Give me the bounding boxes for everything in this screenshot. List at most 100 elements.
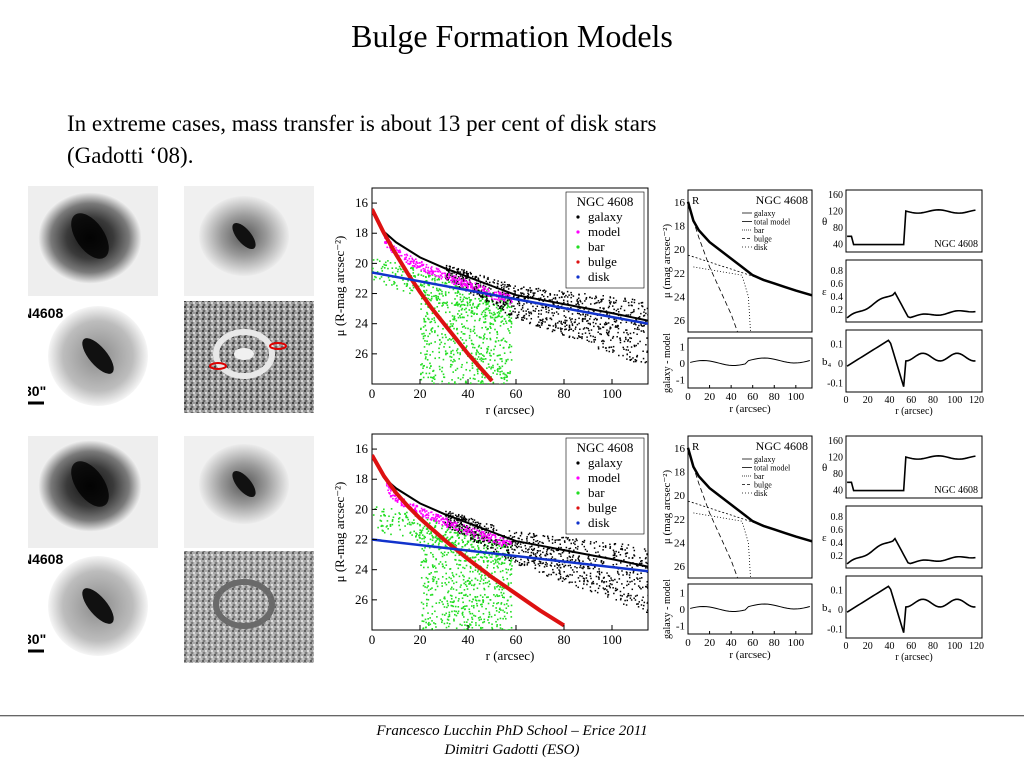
galaxy-point xyxy=(530,551,533,554)
bar-point xyxy=(424,294,426,296)
galaxy-point xyxy=(569,547,572,550)
model-point xyxy=(435,275,437,277)
galaxy-point xyxy=(549,552,552,555)
galaxy-point xyxy=(582,313,584,315)
galaxy-point xyxy=(523,297,526,300)
bar-point xyxy=(424,353,426,356)
bar-point xyxy=(443,567,446,569)
bar-point xyxy=(431,295,433,298)
galaxy-point xyxy=(515,559,517,561)
galaxy-point xyxy=(597,576,600,578)
galaxy-point xyxy=(528,532,531,535)
bar-point xyxy=(384,264,387,266)
galaxy-point xyxy=(560,330,562,333)
model-point xyxy=(476,537,479,539)
bar-point xyxy=(480,576,482,578)
bar-point xyxy=(503,386,505,388)
bar-point xyxy=(421,548,424,550)
galaxy-point xyxy=(586,336,588,338)
bar-point xyxy=(381,510,383,513)
bar-point xyxy=(492,372,495,374)
bar-point xyxy=(430,376,432,379)
bar-point xyxy=(506,314,508,317)
galaxy-point xyxy=(554,298,557,300)
bar-point xyxy=(485,307,488,310)
model-point xyxy=(503,293,505,296)
bar-point xyxy=(466,624,468,627)
galaxy-point xyxy=(577,558,580,561)
bar-point xyxy=(397,268,399,271)
bar-point xyxy=(446,606,448,609)
bar-point xyxy=(451,610,453,613)
bar-point xyxy=(458,637,460,639)
bar-point xyxy=(465,380,467,383)
galaxy-point xyxy=(460,523,463,526)
bar-point xyxy=(485,303,488,306)
model-point xyxy=(413,260,415,262)
galaxy-point xyxy=(621,583,623,585)
x-tick-label: 0 xyxy=(844,395,849,406)
model-point xyxy=(389,488,392,490)
galaxy-point xyxy=(510,312,513,314)
model-point xyxy=(478,530,480,532)
bar-point xyxy=(501,639,503,641)
galaxy-point xyxy=(500,305,502,308)
model-point xyxy=(496,298,499,301)
galaxy-point xyxy=(582,567,584,570)
galaxy-point xyxy=(627,592,630,595)
model-point xyxy=(492,541,495,543)
bar-point xyxy=(385,264,388,267)
bar-point xyxy=(391,284,393,286)
galaxy-point xyxy=(646,351,648,353)
model-point xyxy=(391,251,393,254)
model-point xyxy=(449,527,451,530)
galaxy-point xyxy=(558,296,561,299)
galaxy-point xyxy=(528,312,531,314)
galaxy-point xyxy=(577,332,580,334)
galaxy-point xyxy=(637,578,639,580)
galaxy-point xyxy=(553,312,556,314)
model-point xyxy=(502,540,505,542)
model-point xyxy=(393,245,396,248)
bar-point xyxy=(406,283,409,285)
galaxy-point xyxy=(598,326,600,328)
bar-point xyxy=(504,340,506,342)
galaxy-point xyxy=(542,318,544,321)
galaxy-point xyxy=(471,275,474,278)
model-point xyxy=(483,530,485,533)
bar-point xyxy=(466,361,468,364)
bar-point xyxy=(474,319,476,322)
bar-point xyxy=(509,319,511,321)
decomp-top-frame xyxy=(687,189,813,333)
galaxy-point xyxy=(558,565,560,567)
bar-point xyxy=(391,519,394,521)
bar-point xyxy=(467,327,469,330)
y-tick-label: 18 xyxy=(674,221,686,233)
galaxy-point xyxy=(545,551,548,553)
galaxy-point xyxy=(600,571,603,574)
galaxy-point xyxy=(453,272,455,274)
galaxy-point xyxy=(607,590,609,593)
galaxy-point xyxy=(523,303,525,305)
bar-point xyxy=(430,551,432,554)
bar-point xyxy=(433,278,436,280)
bar-point xyxy=(398,512,400,514)
bar-point xyxy=(499,570,502,573)
galaxy-point xyxy=(615,319,618,322)
galaxy-point xyxy=(615,325,617,327)
galaxy-point xyxy=(579,300,582,303)
bar-point xyxy=(481,376,484,378)
bar-point xyxy=(482,310,485,312)
model-point xyxy=(437,514,440,516)
bar-point xyxy=(454,298,456,300)
galaxy-point xyxy=(565,575,568,578)
bar-point xyxy=(493,594,495,596)
bar-point xyxy=(383,508,385,511)
residual-line xyxy=(690,357,810,366)
model-point xyxy=(403,505,406,508)
bar-point xyxy=(466,319,468,322)
galaxy-point xyxy=(626,547,628,549)
galaxy-point xyxy=(545,552,548,555)
galaxy-point xyxy=(588,558,590,560)
galaxy-point xyxy=(601,562,604,565)
